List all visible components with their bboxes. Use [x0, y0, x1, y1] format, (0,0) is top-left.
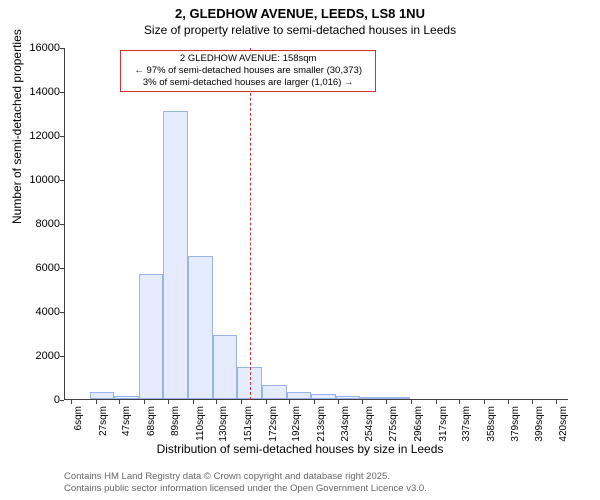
x-tick-mark [459, 400, 460, 404]
x-tick-label: 234sqm [340, 406, 351, 446]
x-tick-label: 420sqm [558, 406, 569, 446]
y-tick-label: 8000 [10, 218, 60, 230]
x-tick-label: 192sqm [291, 406, 302, 446]
x-tick-label: 89sqm [170, 406, 181, 446]
x-tick-label: 254sqm [364, 406, 375, 446]
x-tick-mark [168, 400, 169, 404]
footer-attribution: Contains HM Land Registry data © Crown c… [64, 471, 427, 494]
footer-line1: Contains HM Land Registry data © Crown c… [64, 471, 427, 482]
x-tick-mark [508, 400, 509, 404]
y-tick-label: 4000 [10, 306, 60, 318]
x-tick-label: 275sqm [388, 406, 399, 446]
x-tick-label: 151sqm [243, 406, 254, 446]
x-tick-mark [338, 400, 339, 404]
x-tick-mark [144, 400, 145, 404]
histogram-bar [139, 274, 164, 399]
histogram-bar [262, 385, 287, 399]
histogram-bar [90, 392, 115, 399]
y-tick-label: 2000 [10, 350, 60, 362]
x-tick-label: 379sqm [510, 406, 521, 446]
y-tick-label: 0 [10, 394, 60, 406]
x-axis-label: Distribution of semi-detached houses by … [0, 442, 600, 456]
y-axis-label: Number of semi-detached properties [10, 29, 24, 224]
x-tick-mark [484, 400, 485, 404]
chart-title-block: 2, GLEDHOW AVENUE, LEEDS, LS8 1NU Size o… [0, 0, 600, 37]
annotation-smaller: ← 97% of semi-detached houses are smalle… [125, 65, 371, 77]
x-tick-mark [289, 400, 290, 404]
x-tick-mark [556, 400, 557, 404]
y-tick-label: 10000 [10, 174, 60, 186]
x-tick-mark [266, 400, 267, 404]
y-tick-label: 12000 [10, 130, 60, 142]
histogram-bar [188, 256, 213, 399]
chart-title-line2: Size of property relative to semi-detach… [0, 23, 600, 37]
x-tick-label: 6sqm [73, 406, 84, 446]
x-tick-label: 68sqm [146, 406, 157, 446]
x-tick-label: 317sqm [438, 406, 449, 446]
histogram-bar [360, 397, 385, 399]
x-tick-mark [532, 400, 533, 404]
x-tick-label: 172sqm [268, 406, 279, 446]
x-tick-mark [411, 400, 412, 404]
x-tick-label: 358sqm [486, 406, 497, 446]
x-tick-mark [436, 400, 437, 404]
histogram-bar [213, 335, 238, 399]
x-tick-label: 110sqm [195, 406, 206, 446]
x-tick-label: 296sqm [413, 406, 424, 446]
chart-title-line1: 2, GLEDHOW AVENUE, LEEDS, LS8 1NU [0, 6, 600, 21]
x-tick-mark [216, 400, 217, 404]
x-tick-label: 337sqm [461, 406, 472, 446]
property-marker-line [250, 48, 251, 400]
x-tick-mark [362, 400, 363, 404]
histogram-bar [287, 392, 312, 399]
histogram-bar [311, 394, 336, 399]
y-tick-mark [60, 400, 64, 401]
x-tick-label: 27sqm [98, 406, 109, 446]
annotation-larger: 3% of semi-detached houses are larger (1… [125, 77, 371, 89]
annotation-header: 2 GLEDHOW AVENUE: 158sqm [125, 53, 371, 65]
histogram-bar [163, 111, 188, 399]
histogram-bar [336, 396, 361, 399]
x-tick-label: 399sqm [534, 406, 545, 446]
x-tick-mark [119, 400, 120, 404]
x-tick-label: 130sqm [218, 406, 229, 446]
x-tick-mark [71, 400, 72, 404]
x-tick-mark [241, 400, 242, 404]
footer-line2: Contains public sector information licen… [64, 483, 427, 494]
histogram-bar [114, 396, 139, 399]
y-tick-label: 16000 [10, 42, 60, 54]
chart-plot-area: 2 GLEDHOW AVENUE: 158sqm ← 97% of semi-d… [64, 48, 568, 400]
x-tick-mark [386, 400, 387, 404]
x-tick-label: 47sqm [121, 406, 132, 446]
y-tick-label: 14000 [10, 86, 60, 98]
x-tick-mark [96, 400, 97, 404]
x-tick-mark [193, 400, 194, 404]
histogram-bar [385, 397, 410, 399]
y-tick-label: 6000 [10, 262, 60, 274]
x-tick-mark [314, 400, 315, 404]
x-tick-label: 213sqm [316, 406, 327, 446]
property-annotation-box: 2 GLEDHOW AVENUE: 158sqm ← 97% of semi-d… [120, 50, 376, 92]
